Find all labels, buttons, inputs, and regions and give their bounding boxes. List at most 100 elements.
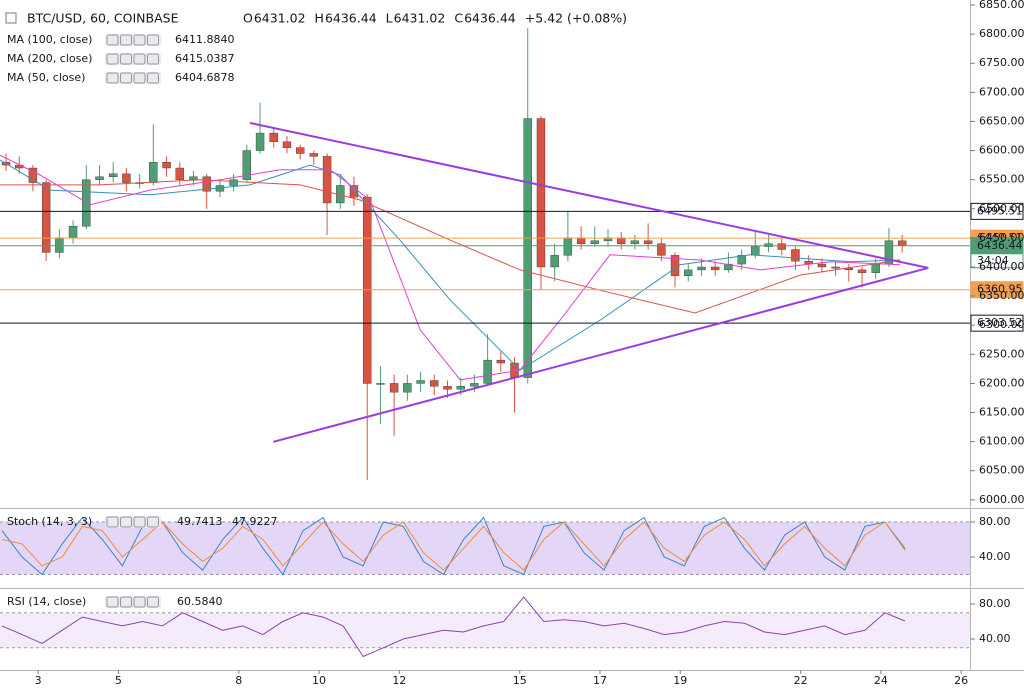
x-tick-label: 17 [593, 674, 607, 687]
candle-body [443, 386, 452, 390]
price-label: 6303.52 [977, 316, 1023, 329]
legend-icon [120, 596, 132, 608]
legend-icon [106, 596, 119, 608]
candle-body [122, 173, 131, 183]
legend-icon [120, 72, 132, 84]
price-label: 6495.51 [977, 204, 1023, 217]
x-tick-label: 15 [513, 674, 527, 687]
legend-icon [147, 516, 159, 528]
y-tick-label: 40.00 [979, 632, 1011, 645]
candle-body [41, 182, 51, 253]
indicator-line [1, 596, 906, 658]
plot-layer [0, 28, 970, 658]
band [0, 612, 970, 648]
candle-body [684, 269, 693, 276]
legend-icon [133, 34, 146, 46]
candle-body [643, 240, 653, 244]
ohlc-label: C [454, 11, 463, 26]
candle-body [255, 132, 265, 151]
y-tick-label: 6000.00 [979, 493, 1024, 506]
candle-body [697, 266, 706, 271]
y-tick-label: 6800.00 [979, 27, 1024, 40]
y-tick-label: 6050.00 [979, 464, 1024, 477]
y-tick-label: 80.00 [979, 597, 1011, 610]
y-tick-label: 6150.00 [979, 406, 1024, 419]
trendline [273, 266, 929, 443]
candle-body [777, 243, 786, 250]
candle-body [242, 150, 252, 180]
x-tick-label: 22 [794, 674, 808, 687]
legend-icon [105, 596, 161, 608]
candle-body [496, 359, 506, 364]
candle-body [576, 237, 586, 244]
y-tick-label: 6550.00 [979, 173, 1024, 186]
legend-name: MA (100, close) [7, 33, 92, 46]
candle-body [456, 386, 465, 390]
y-tick-label: 40.00 [979, 550, 1011, 563]
legend-name: MA (50, close) [7, 71, 85, 84]
indicator-title: Stoch (14, 3, 3) [7, 515, 92, 528]
candle-body [202, 176, 211, 192]
candle-body [470, 383, 479, 387]
indicator-title: RSI (14, close) [7, 595, 86, 608]
legend-icon [147, 72, 159, 84]
y-tick-label: 6100.00 [979, 435, 1024, 448]
candle-body [430, 380, 439, 387]
candle-body [322, 156, 332, 204]
candle-body [536, 118, 546, 268]
y-tick-label: 6600.00 [979, 144, 1024, 157]
overlay-layer: 6495.516449.516436.4434:046360.956303.52… [7, 11, 1024, 608]
indicator-line [1, 521, 906, 571]
candle-body [363, 196, 372, 384]
legend-value: 60.5840 [177, 595, 223, 608]
candle-body [590, 240, 599, 244]
legend-icon [106, 53, 119, 65]
candle-body [657, 243, 666, 256]
moving-average [0, 159, 901, 371]
countdown: 34:04 [977, 254, 1009, 267]
candle-body [751, 246, 760, 256]
ohlc-value: 6431.02 [394, 11, 446, 26]
y-tick-label: 6500.00 [979, 202, 1024, 215]
legend-name: MA (200, close) [7, 52, 92, 65]
y-tick-label: 6300.00 [979, 318, 1024, 331]
legend-value: 6404.6878 [175, 71, 235, 84]
trendline [249, 121, 929, 269]
legend-icon [133, 72, 146, 84]
symbol-title: BTC/USD, 60, COINBASE [27, 11, 179, 26]
candle-body [309, 153, 319, 157]
candle-body [149, 161, 158, 183]
legend-value: 6415.0387 [175, 52, 235, 65]
collapse-icon[interactable] [5, 12, 17, 24]
ohlc-label: O [243, 11, 253, 26]
candle-body [295, 147, 305, 154]
candle-body [897, 240, 907, 246]
legend-icon [106, 34, 119, 46]
legend-icon [133, 596, 146, 608]
candle-body [563, 237, 573, 256]
candle-body [28, 167, 38, 183]
price-label-box [970, 281, 1024, 299]
legend-icon [147, 34, 159, 46]
candle-body [737, 255, 746, 265]
price-label: 6360.95 [977, 283, 1023, 296]
candle-body [857, 269, 867, 274]
legend-value: 47.9227 [232, 515, 278, 528]
x-tick-label: 26 [954, 674, 968, 687]
candle-body [68, 226, 78, 239]
candle-body [416, 380, 425, 384]
legend-icon [106, 516, 119, 528]
legend-icon [105, 516, 161, 528]
x-tick-label: 10 [312, 674, 326, 687]
x-tick-label: 5 [115, 674, 122, 687]
candle-body [710, 266, 720, 271]
x-tick-label: 12 [392, 674, 406, 687]
candle-body [617, 237, 626, 244]
y-tick-label: 6250.00 [979, 347, 1024, 360]
candle-body [82, 179, 91, 227]
ohlc-value: 6436.44 [464, 11, 516, 26]
candle-body [229, 179, 238, 186]
candle-body [550, 255, 559, 268]
legend-icon [147, 53, 159, 65]
